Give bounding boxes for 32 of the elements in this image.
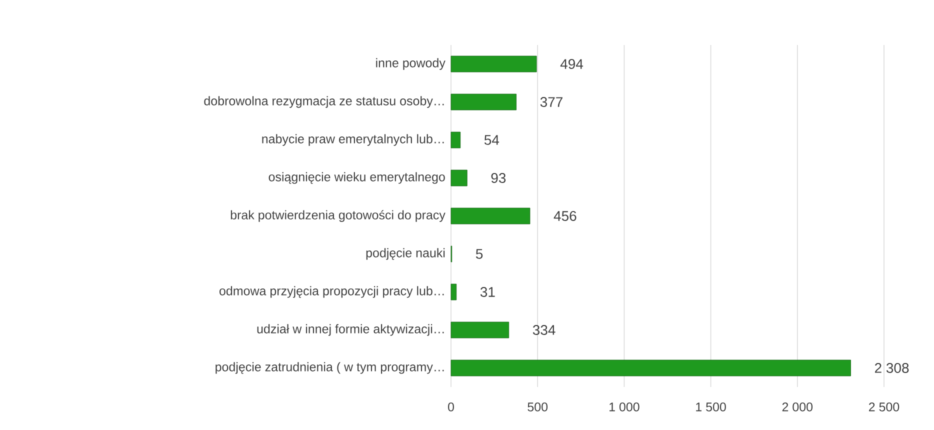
data-label: 2 308: [874, 363, 909, 373]
data-label: 93: [491, 173, 506, 183]
data-label: 377: [540, 97, 562, 107]
x-tick-label: 1 000: [610, 402, 640, 412]
y-tick-label: odmowa przyjęcia propozycji pracy lub…: [220, 286, 444, 298]
y-tick-label: udział w innej formie aktywizacji…: [257, 324, 444, 336]
bar: [450, 208, 530, 224]
y-tick-label: brak potwierdzenia gotowości do pracy: [230, 210, 446, 222]
data-label: 334: [532, 325, 556, 335]
data-label: 54: [484, 135, 500, 145]
data-label: 456: [554, 211, 576, 221]
bar: [450, 284, 457, 300]
y-tick-label: inne powody: [376, 58, 446, 70]
bar: [450, 322, 510, 338]
x-tick-label: 2 000: [782, 402, 813, 412]
data-label: 31: [480, 287, 495, 297]
x-tick-label: 2 500: [868, 402, 900, 412]
bar: [450, 170, 468, 186]
bar: [450, 360, 851, 376]
x-tick-label: 0: [448, 402, 454, 412]
x-tick-label: 1 500: [696, 402, 726, 412]
y-tick-label: dobrowolna rezygmacja ze statusu osoby…: [204, 96, 444, 108]
y-tick-label: osiągnięcie wieku emerytalnego: [268, 172, 445, 184]
y-tick-label: podjęcie zatrudnienia ( w tym programy…: [216, 362, 444, 374]
y-tick-label: podjęcie nauki: [366, 248, 445, 260]
data-label: 494: [560, 59, 584, 69]
bar: [450, 132, 461, 148]
data-label: 5: [476, 249, 483, 259]
y-tick-label: nabycie praw emerytalnych lub…: [262, 134, 444, 146]
bar: [450, 56, 537, 72]
bar: [450, 94, 516, 110]
x-tick-label: 500: [528, 402, 548, 412]
